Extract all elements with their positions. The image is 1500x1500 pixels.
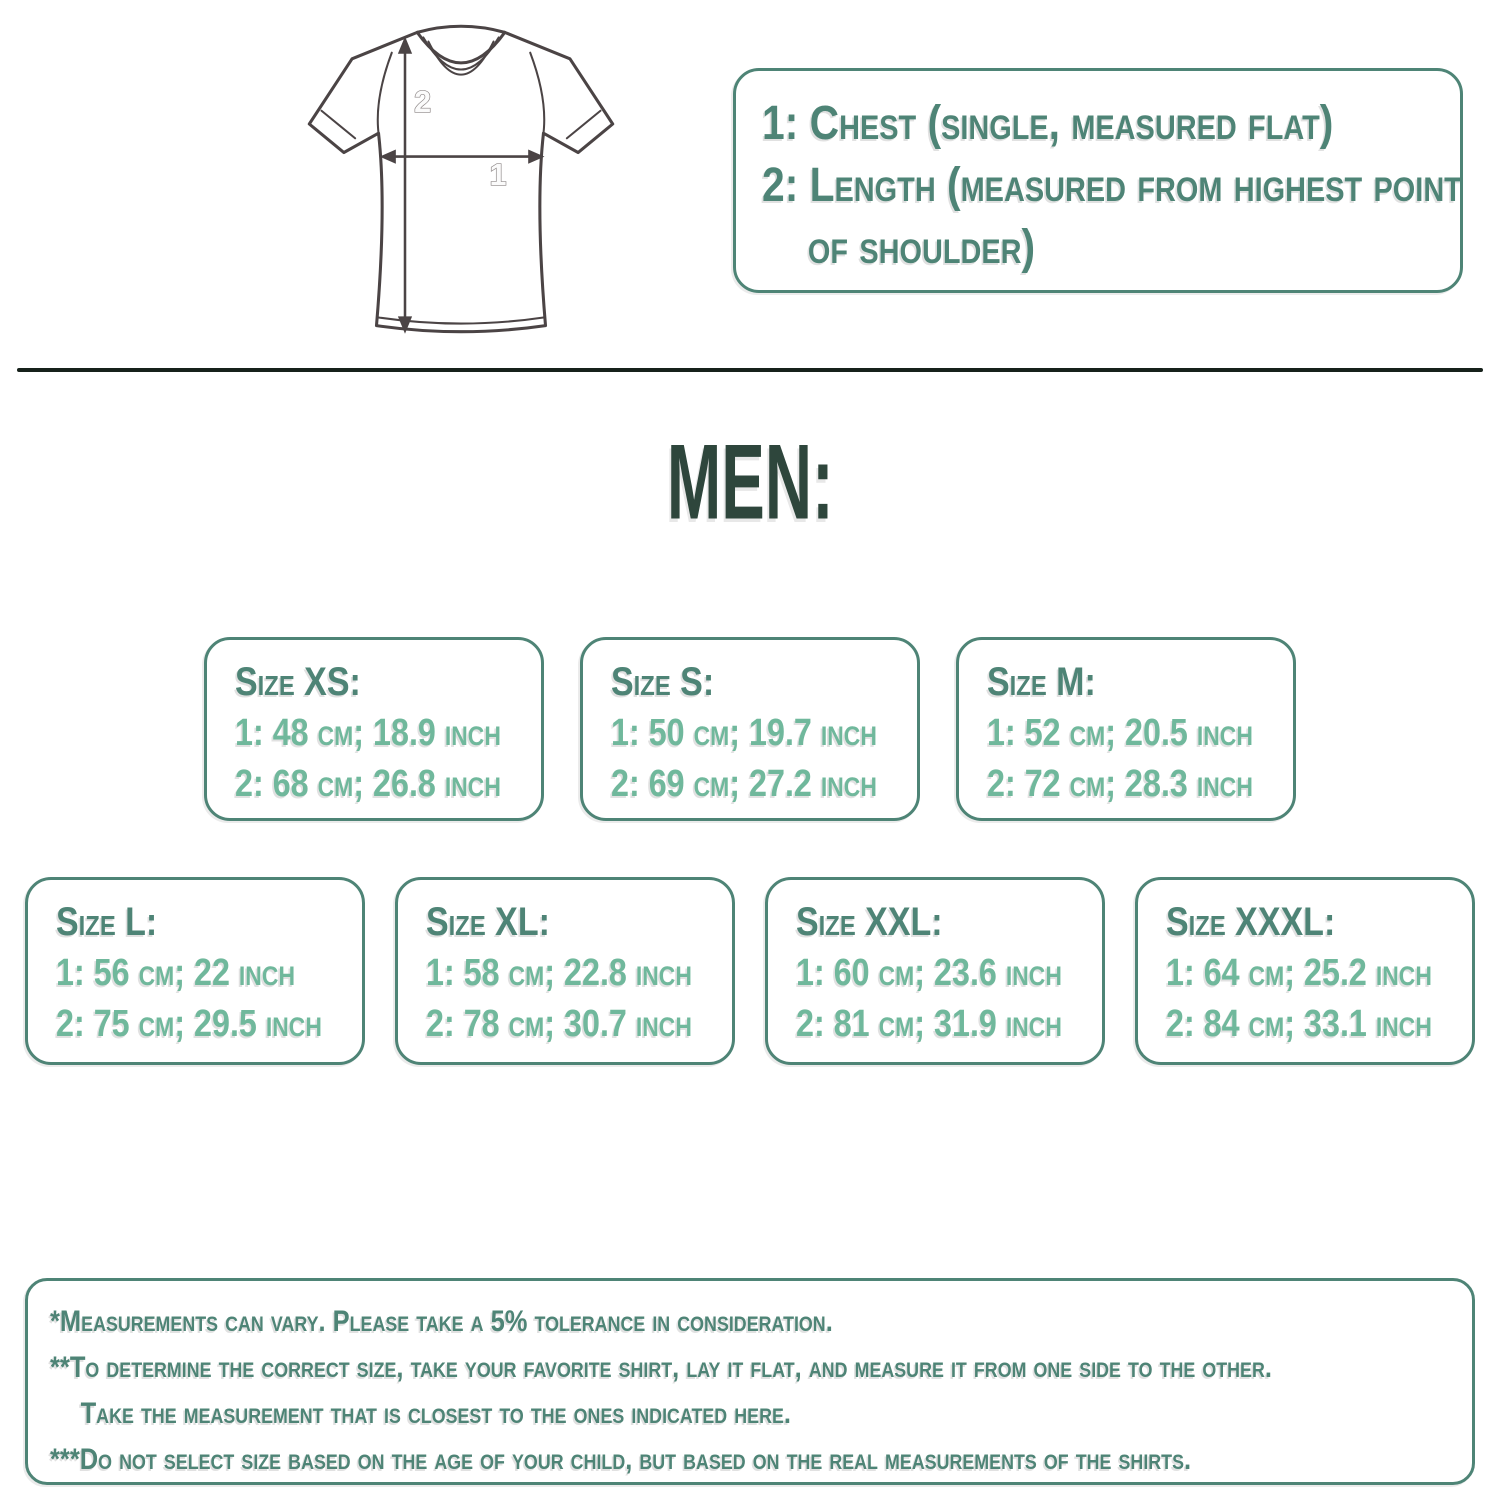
legend-chest-definition: 1: Chest (single, measured flat) bbox=[762, 97, 1334, 150]
size-row-1: Size XS: 1: 48 cm; 18.9 inch 2: 68 cm; 2… bbox=[0, 637, 1500, 821]
size-card-xxxl: Size XXXL: 1: 64 cm; 25.2 inch 2: 84 cm;… bbox=[1135, 877, 1475, 1065]
length-arrowhead-top bbox=[397, 36, 413, 54]
size-card-s: Size S: 1: 50 cm; 19.7 inch 2: 69 cm; 27… bbox=[580, 637, 920, 821]
size-label: Size XL: bbox=[426, 900, 550, 944]
footnote-how-to-measure-cont: Take the measurement that is closest to … bbox=[80, 1397, 791, 1430]
left-sleeve-seam bbox=[376, 51, 393, 135]
size-label: Size XXXL: bbox=[1166, 900, 1336, 944]
footnotes-box: *Measurements can vary. Please take a 5%… bbox=[25, 1278, 1475, 1485]
size-card-xl: Size XL: 1: 58 cm; 22.8 inch 2: 78 cm; 3… bbox=[395, 877, 735, 1065]
size-label: Size XS: bbox=[235, 660, 361, 704]
length-measurement: 2: 78 cm; 30.7 inch bbox=[426, 1003, 692, 1045]
footnote-age-warning: ***Do not select size based on the age o… bbox=[50, 1443, 1192, 1476]
measurement-legend-box: 1: Chest (single, measured flat) 2: Leng… bbox=[733, 68, 1463, 293]
footnote-how-to-measure: **To determine the correct size, take yo… bbox=[50, 1351, 1272, 1384]
chest-arrow-label: 1 bbox=[490, 158, 507, 192]
length-measurement: 2: 69 cm; 27.2 inch bbox=[611, 763, 877, 805]
size-label: Size L: bbox=[56, 900, 158, 944]
length-measurement: 2: 81 cm; 31.9 inch bbox=[796, 1003, 1062, 1045]
size-card-m: Size M: 1: 52 cm; 20.5 inch 2: 72 cm; 28… bbox=[956, 637, 1296, 821]
section-divider bbox=[17, 368, 1483, 372]
tshirt-illustration: 2 1 bbox=[307, 24, 615, 334]
chest-measurement: 1: 50 cm; 19.7 inch bbox=[611, 712, 877, 754]
hem-stitch-line bbox=[377, 316, 545, 325]
size-label: Size S: bbox=[611, 660, 715, 704]
right-cuff-seam bbox=[565, 109, 602, 140]
footnote-tolerance: *Measurements can vary. Please take a 5%… bbox=[50, 1305, 833, 1338]
size-label: Size XXL: bbox=[796, 900, 943, 944]
left-cuff-seam bbox=[320, 109, 357, 140]
size-card-xxl: Size XXL: 1: 60 cm; 23.6 inch 2: 81 cm; … bbox=[765, 877, 1105, 1065]
size-card-l: Size L: 1: 56 cm; 22 inch 2: 75 cm; 29.5… bbox=[25, 877, 365, 1065]
legend-length-definition: 2: Length (measured from highest point o… bbox=[762, 159, 1462, 274]
length-measurement: 2: 68 cm; 26.8 inch bbox=[235, 763, 501, 805]
section-title: MEN: bbox=[0, 422, 1500, 542]
length-arrow-label: 2 bbox=[414, 85, 431, 119]
chest-measurement: 1: 56 cm; 22 inch bbox=[56, 952, 296, 994]
size-card-xs: Size XS: 1: 48 cm; 18.9 inch 2: 68 cm; 2… bbox=[204, 637, 544, 821]
collar-stitch-line bbox=[427, 40, 495, 76]
right-sleeve-seam bbox=[529, 51, 546, 135]
size-row-2: Size L: 1: 56 cm; 22 inch 2: 75 cm; 29.5… bbox=[0, 877, 1500, 1065]
chest-measurement: 1: 48 cm; 18.9 inch bbox=[235, 712, 501, 754]
chest-measurement: 1: 52 cm; 20.5 inch bbox=[987, 712, 1253, 754]
chest-measurement: 1: 58 cm; 22.8 inch bbox=[426, 952, 692, 994]
length-arrowhead-bottom bbox=[397, 316, 413, 334]
tshirt-outline bbox=[307, 24, 615, 334]
chest-arrowhead-left bbox=[379, 149, 396, 164]
chest-measurement: 1: 64 cm; 25.2 inch bbox=[1166, 952, 1432, 994]
length-measurement: 2: 72 cm; 28.3 inch bbox=[987, 763, 1253, 805]
chest-arrowhead-right bbox=[528, 149, 545, 164]
size-label: Size M: bbox=[987, 660, 1096, 704]
chest-measurement: 1: 60 cm; 23.6 inch bbox=[796, 952, 1062, 994]
section-title-text: MEN: bbox=[666, 422, 834, 542]
length-measurement: 2: 75 cm; 29.5 inch bbox=[56, 1003, 322, 1045]
length-measurement: 2: 84 cm; 33.1 inch bbox=[1166, 1003, 1432, 1045]
